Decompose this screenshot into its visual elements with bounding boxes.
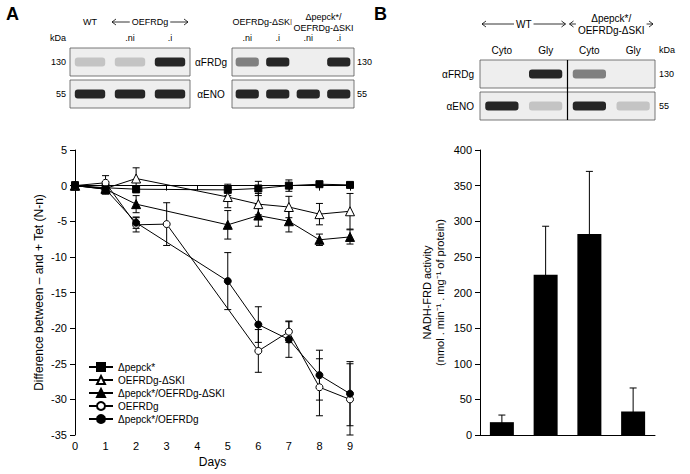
svg-text:Δpepck*/OEFRDg-ΔSKI: Δpepck*/OEFRDg-ΔSKI	[118, 388, 225, 399]
svg-text:7: 7	[286, 440, 292, 452]
svg-text:300: 300	[454, 215, 472, 227]
svg-text:αFRDg: αFRDg	[195, 57, 227, 68]
svg-text:αENO: αENO	[447, 101, 475, 112]
svg-text:.i: .i	[276, 33, 281, 43]
svg-text:.i: .i	[337, 33, 342, 43]
svg-text:6: 6	[255, 440, 261, 452]
svg-text:αFRDg: αFRDg	[442, 69, 474, 80]
svg-text:-25: -25	[51, 358, 67, 370]
svg-text:Gly: Gly	[626, 45, 641, 56]
svg-text:B: B	[374, 4, 387, 24]
svg-text:5: 5	[225, 440, 231, 452]
svg-text:OEFRDg-ΔSKI: OEFRDg-ΔSKI	[578, 25, 645, 36]
svg-text:WT: WT	[516, 19, 532, 30]
svg-text:Cyto: Cyto	[579, 45, 600, 56]
svg-text:130: 130	[659, 69, 674, 79]
svg-text:-5: -5	[57, 215, 67, 227]
svg-text:-15: -15	[51, 287, 67, 299]
svg-text:kDa: kDa	[50, 33, 66, 43]
svg-text:350: 350	[454, 180, 472, 192]
svg-text:55: 55	[357, 89, 367, 99]
svg-text:9: 9	[347, 440, 353, 452]
svg-text:-20: -20	[51, 322, 67, 334]
svg-text:55: 55	[56, 89, 66, 99]
svg-text:Δpepck*/OEFRDg: Δpepck*/OEFRDg	[118, 414, 199, 425]
svg-text:130: 130	[51, 57, 66, 67]
svg-text:1: 1	[102, 440, 108, 452]
svg-text:150: 150	[454, 322, 472, 334]
svg-text:200: 200	[454, 287, 472, 299]
svg-text:.ni: .ni	[303, 33, 313, 43]
svg-text:αENO: αENO	[197, 89, 225, 100]
svg-text:-30: -30	[51, 393, 67, 405]
svg-text:8: 8	[316, 440, 322, 452]
svg-text:4: 4	[194, 440, 200, 452]
svg-text:3: 3	[164, 440, 170, 452]
svg-text:OEFRDg: OEFRDg	[132, 17, 169, 27]
svg-text:250: 250	[454, 251, 472, 263]
svg-text:NADH-FRD activity: NADH-FRD activity	[421, 245, 433, 340]
svg-text:.i: .i	[168, 33, 173, 43]
svg-text:(nmol . min⁻¹ . mg⁻¹ of protei: (nmol . min⁻¹ . mg⁻¹ of protein)	[434, 219, 446, 366]
svg-text:A: A	[6, 4, 19, 24]
svg-text:OEFRDg-ΔSKI: OEFRDg-ΔSKI	[293, 23, 353, 33]
svg-text:50: 50	[460, 393, 472, 405]
svg-text:Days: Days	[199, 455, 226, 469]
svg-text:55: 55	[659, 101, 669, 111]
svg-text:Δpepck*/: Δpepck*/	[305, 12, 342, 22]
svg-text:OEFRDg: OEFRDg	[118, 401, 159, 412]
svg-text:Δpepck*/: Δpepck*/	[591, 13, 631, 24]
svg-text:5: 5	[61, 144, 67, 156]
svg-text:Difference between – and + Tet: Difference between – and + Tet (N-n)	[32, 194, 46, 391]
svg-text:Cyto: Cyto	[492, 45, 513, 56]
svg-text:130: 130	[357, 57, 372, 67]
svg-text:-10: -10	[51, 251, 67, 263]
svg-text:kDa: kDa	[659, 45, 675, 55]
svg-text:100: 100	[454, 358, 472, 370]
svg-text:0: 0	[61, 180, 67, 192]
svg-text:0: 0	[466, 429, 472, 441]
svg-text:Δpepck*: Δpepck*	[118, 362, 155, 373]
svg-text:2: 2	[133, 440, 139, 452]
svg-text:WT: WT	[83, 17, 97, 27]
svg-text:.ni: .ni	[125, 33, 135, 43]
svg-text:0: 0	[72, 440, 78, 452]
svg-text:OEFRDg-ΔSKI: OEFRDg-ΔSKI	[118, 375, 185, 386]
svg-text:Gly: Gly	[538, 45, 553, 56]
svg-text:OEFRDg-ΔSKI: OEFRDg-ΔSKI	[232, 17, 292, 27]
svg-text:-35: -35	[51, 429, 67, 441]
svg-text:400: 400	[454, 144, 472, 156]
svg-text:.ni: .ni	[242, 33, 252, 43]
